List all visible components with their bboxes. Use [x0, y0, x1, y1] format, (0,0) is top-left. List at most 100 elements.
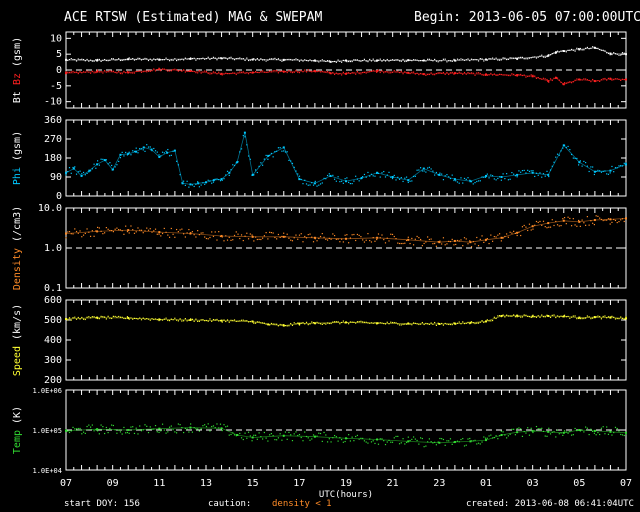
bt-scatter: [265, 60, 267, 62]
bz-scatter: [458, 71, 460, 73]
density-scatter: [297, 238, 299, 240]
bz-scatter: [532, 74, 534, 76]
bz-scatter: [126, 70, 129, 73]
bz-scatter: [509, 74, 511, 77]
phi-scatter: [205, 181, 208, 183]
bz-scatter: [98, 71, 100, 73]
density-scatter: [154, 228, 157, 230]
speed-point: [469, 321, 472, 324]
bt-scatter: [520, 56, 522, 58]
bz-scatter: [449, 72, 452, 74]
phi-scatter: [341, 180, 343, 182]
temp-scatter: [513, 428, 515, 430]
speed-scatter: [163, 318, 165, 320]
phi-scatter: [381, 172, 383, 174]
temp-scatter: [167, 431, 169, 433]
temp-scatter: [272, 435, 274, 437]
bt-scatter: [481, 58, 483, 60]
density-scatter: [395, 238, 397, 240]
temp-scatter: [195, 428, 197, 430]
density-point: [158, 231, 161, 234]
density-scatter: [226, 239, 229, 241]
speed-scatter: [179, 318, 181, 320]
bt-scatter: [246, 57, 248, 59]
temp-scatter: [68, 431, 71, 434]
speed-scatter: [374, 322, 376, 324]
bt-scatter: [383, 59, 385, 61]
phi-scatter: [119, 157, 122, 159]
bz-scatter: [586, 79, 588, 81]
temp-scatter: [360, 437, 362, 439]
bt-scatter: [300, 59, 302, 61]
density-scatter: [167, 234, 169, 236]
density-point: [593, 219, 596, 222]
temp-scatter: [262, 438, 264, 440]
phi-scatter: [137, 152, 139, 154]
speed-scatter: [321, 323, 323, 326]
temp-scatter: [448, 440, 450, 442]
bt-scatter: [570, 48, 573, 51]
phi-scatter: [535, 172, 538, 174]
bt-scatter: [233, 59, 236, 61]
bt-point: [562, 50, 565, 52]
speed-scatter: [77, 316, 79, 319]
bt-scatter: [444, 58, 446, 60]
phi-scatter: [263, 158, 265, 160]
density-scatter: [523, 224, 525, 227]
bz-scatter: [562, 83, 564, 85]
density-scatter: [411, 237, 413, 240]
phi-scatter: [548, 175, 550, 178]
bt-scatter: [144, 57, 146, 60]
speed-scatter: [348, 323, 350, 325]
density-scatter: [407, 236, 409, 238]
bt-point: [313, 59, 316, 62]
phi-scatter: [193, 185, 195, 188]
bz-scatter: [432, 73, 434, 76]
phi-scatter: [463, 177, 466, 180]
speed-scatter: [79, 318, 81, 320]
bt-scatter: [132, 57, 134, 60]
density-scatter: [293, 237, 295, 239]
phi-scatter: [355, 175, 357, 177]
speed-scatter: [263, 322, 265, 324]
density-scatter: [535, 220, 538, 223]
bz-scatter: [542, 77, 545, 79]
phi-scatter: [432, 170, 434, 172]
temp-scatter: [341, 438, 343, 441]
series-density: [65, 215, 627, 248]
bt-scatter: [421, 60, 423, 62]
bt-scatter: [360, 60, 362, 62]
temp-scatter: [290, 434, 292, 436]
phi-scatter: [105, 159, 107, 161]
bt-scatter: [470, 58, 473, 60]
speed-point: [376, 322, 379, 325]
temp-scatter: [412, 436, 415, 438]
bz-scatter: [335, 72, 337, 74]
bz-scatter: [599, 80, 601, 82]
bt-scatter: [197, 58, 199, 60]
speed-scatter: [260, 322, 262, 324]
temp-scatter: [560, 432, 562, 434]
temp-scatter: [184, 427, 186, 429]
speed-scatter: [437, 322, 439, 324]
temp-scatter: [186, 428, 188, 430]
density-scatter: [212, 235, 215, 238]
density-scatter: [607, 218, 610, 220]
density-scatter: [499, 233, 501, 235]
density-scatter: [254, 236, 257, 238]
phi-scatter: [514, 175, 517, 177]
speed-scatter: [495, 317, 497, 320]
speed-scatter: [251, 320, 253, 322]
temp-scatter: [416, 439, 418, 442]
speed-scatter: [367, 322, 369, 324]
speed-scatter: [93, 316, 95, 318]
phi-point: [212, 179, 215, 182]
temp-scatter: [304, 431, 306, 433]
temp-scatter: [239, 432, 241, 435]
temp-scatter: [377, 443, 380, 445]
bt-scatter: [77, 58, 79, 60]
phi-scatter: [339, 181, 341, 183]
bz-scatter: [161, 68, 164, 70]
bt-scatter: [462, 58, 464, 61]
speed-scatter: [198, 320, 201, 322]
